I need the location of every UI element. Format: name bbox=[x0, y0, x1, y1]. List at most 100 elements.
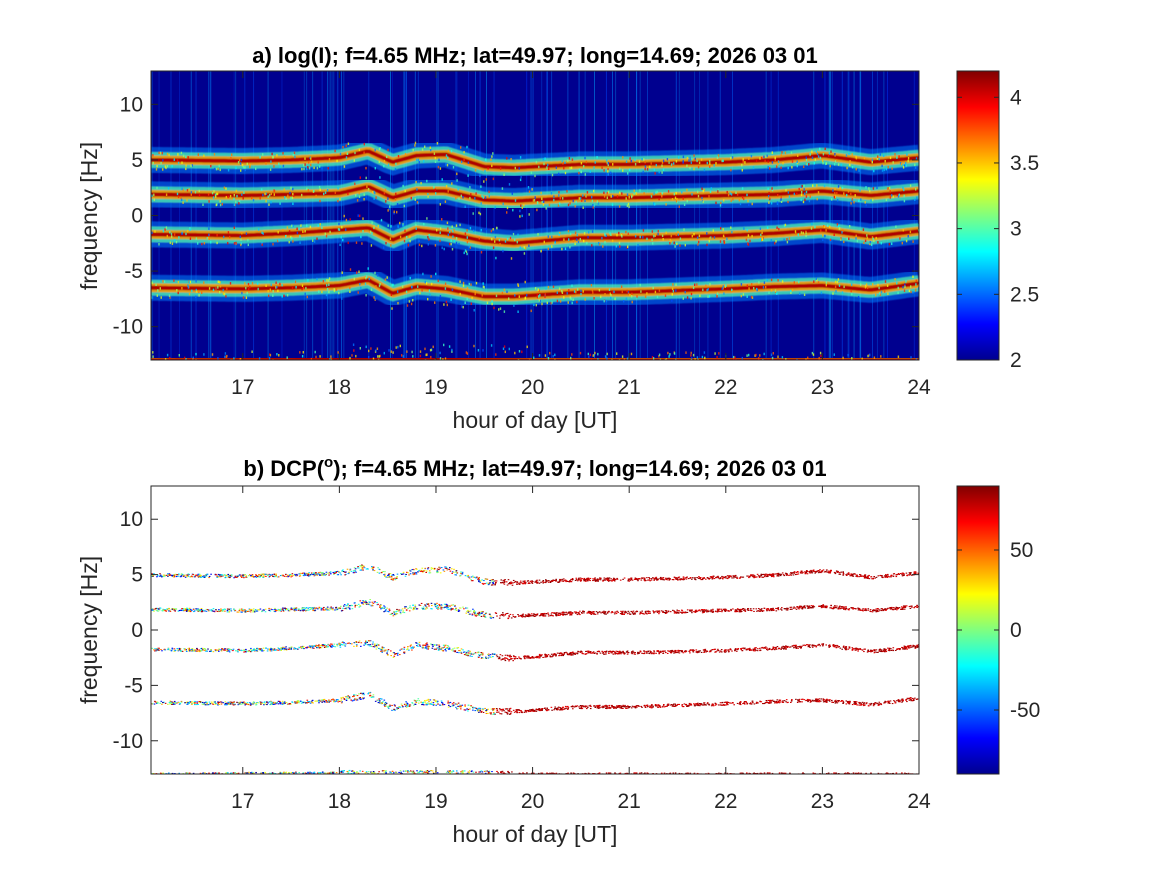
dcp-point bbox=[793, 606, 795, 608]
band-speckle bbox=[625, 197, 627, 200]
band-speckle bbox=[501, 291, 504, 295]
dcp-point bbox=[259, 575, 262, 577]
band-speckle bbox=[575, 200, 577, 204]
band-speckle bbox=[691, 234, 693, 238]
dcp-point bbox=[596, 579, 598, 581]
dcp-point bbox=[446, 606, 448, 608]
band-speckle bbox=[458, 242, 460, 246]
band-speckle bbox=[517, 233, 519, 237]
band-speckle bbox=[244, 166, 246, 169]
dcp-point bbox=[826, 606, 828, 608]
band-speckle bbox=[495, 294, 498, 298]
dcp-point bbox=[354, 604, 357, 606]
dcp-point bbox=[356, 567, 359, 569]
dcp-point bbox=[750, 608, 752, 610]
dcp-point bbox=[424, 604, 426, 606]
dcp-point bbox=[339, 607, 342, 609]
dcp-point bbox=[542, 614, 544, 616]
band-speckle bbox=[839, 186, 841, 190]
band-speckle bbox=[439, 167, 442, 170]
dcp-point bbox=[234, 609, 237, 611]
band-speckle bbox=[730, 168, 732, 172]
dcp-point bbox=[835, 570, 838, 572]
band-speckle bbox=[365, 166, 367, 170]
band-speckle bbox=[619, 245, 621, 248]
dcp-point bbox=[277, 608, 280, 610]
band-speckle bbox=[294, 280, 297, 284]
band-speckle bbox=[824, 162, 827, 166]
dcp-point bbox=[224, 610, 226, 612]
band-speckle bbox=[399, 344, 401, 348]
band-speckle bbox=[516, 240, 518, 244]
dcp-point bbox=[396, 576, 398, 578]
band-speckle bbox=[544, 157, 546, 160]
band-speckle bbox=[862, 228, 865, 231]
dcp-point bbox=[269, 610, 272, 612]
dcp-point bbox=[473, 612, 476, 614]
band-speckle bbox=[751, 296, 754, 299]
dcp-point bbox=[169, 574, 171, 576]
band-speckle bbox=[430, 348, 433, 352]
dcp-point bbox=[682, 611, 685, 613]
band-speckle bbox=[578, 168, 581, 172]
band-speckle bbox=[373, 190, 375, 194]
dcp-point bbox=[188, 607, 191, 609]
band-speckle bbox=[312, 239, 314, 242]
band-speckle bbox=[547, 357, 550, 360]
dcp-point bbox=[359, 605, 361, 607]
band-speckle bbox=[804, 198, 806, 201]
dcp-point bbox=[758, 608, 760, 610]
band-speckle bbox=[233, 226, 235, 229]
dcp-point bbox=[834, 573, 837, 575]
band-speckle bbox=[748, 367, 749, 370]
band-speckle bbox=[563, 238, 565, 241]
dcp-point bbox=[846, 573, 849, 575]
dcp-point bbox=[176, 574, 178, 576]
band-speckle bbox=[428, 238, 430, 241]
dcp-point bbox=[197, 573, 200, 575]
dcp-point bbox=[611, 611, 613, 613]
dcp-point bbox=[342, 607, 344, 609]
band-speckle bbox=[551, 235, 553, 239]
dcp-point bbox=[698, 576, 700, 578]
band-speckle bbox=[217, 167, 219, 171]
dcp-point bbox=[623, 612, 626, 614]
band-speckle bbox=[314, 350, 316, 354]
band-speckle bbox=[859, 189, 861, 192]
dcp-point bbox=[501, 614, 504, 616]
band-speckle bbox=[670, 240, 672, 243]
band-speckle bbox=[207, 193, 210, 196]
dcp-point bbox=[304, 610, 307, 612]
band-speckle bbox=[412, 299, 414, 302]
band-speckle bbox=[776, 226, 778, 229]
band-speckle bbox=[197, 242, 199, 245]
band-speckle bbox=[837, 278, 840, 281]
band-speckle bbox=[811, 222, 813, 226]
dcp-point bbox=[681, 612, 683, 614]
band-speckle bbox=[689, 156, 691, 159]
band-speckle bbox=[276, 353, 278, 356]
band-speckle bbox=[530, 309, 532, 313]
dcp-point bbox=[786, 574, 788, 576]
dcp-point bbox=[915, 606, 918, 608]
band-speckle bbox=[825, 281, 828, 284]
dcp-point bbox=[295, 607, 298, 609]
dcp-point bbox=[531, 581, 533, 583]
band-speckle bbox=[593, 204, 595, 208]
band-speckle bbox=[720, 227, 722, 230]
band-speckle bbox=[828, 152, 830, 155]
dcp-point bbox=[237, 611, 240, 613]
dcp-point bbox=[457, 610, 460, 612]
band-speckle bbox=[247, 288, 250, 291]
band-speckle bbox=[691, 362, 692, 365]
band-speckle bbox=[723, 292, 725, 295]
band-speckle bbox=[627, 291, 630, 294]
band-speckle bbox=[646, 292, 648, 295]
band-speckle bbox=[310, 163, 312, 167]
dcp-point bbox=[764, 573, 767, 575]
dcp-point bbox=[492, 617, 495, 619]
dcp-point bbox=[439, 567, 441, 569]
dcp-point bbox=[217, 575, 219, 577]
band-speckle bbox=[241, 291, 243, 295]
band-speckle bbox=[726, 190, 728, 194]
